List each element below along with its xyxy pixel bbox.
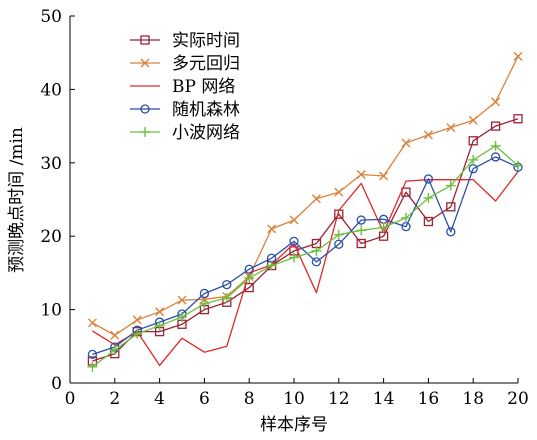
legend-entry: BP 网络 bbox=[130, 77, 235, 97]
data-point bbox=[311, 257, 322, 267]
data-point bbox=[468, 115, 478, 125]
data-point bbox=[222, 279, 232, 290]
data-point bbox=[87, 361, 98, 372]
data-point bbox=[199, 288, 210, 299]
data-point bbox=[490, 152, 501, 162]
y-tick-label: 40 bbox=[40, 80, 62, 100]
data-point bbox=[177, 311, 187, 322]
data-point bbox=[446, 123, 456, 133]
data-point bbox=[221, 292, 232, 303]
legend-marker bbox=[140, 58, 150, 68]
data-point bbox=[333, 229, 344, 240]
data-point bbox=[177, 295, 187, 305]
x-tick-label: 8 bbox=[244, 389, 255, 409]
legend-label: 小波网络 bbox=[172, 123, 240, 143]
x-tick-label: 18 bbox=[462, 389, 484, 409]
legend-entry: 随机森林 bbox=[130, 100, 240, 120]
data-point bbox=[379, 171, 389, 181]
x-tick-label: 14 bbox=[373, 389, 395, 409]
data-point bbox=[266, 260, 277, 271]
data-point bbox=[109, 344, 120, 355]
data-point bbox=[244, 273, 255, 284]
data-point bbox=[132, 315, 142, 325]
data-point bbox=[334, 187, 344, 197]
series-line bbox=[92, 56, 519, 336]
data-point bbox=[423, 130, 433, 140]
data-point bbox=[513, 51, 523, 61]
legend-marker bbox=[140, 127, 150, 137]
series-4 bbox=[87, 152, 523, 360]
data-point bbox=[423, 216, 434, 227]
x-tick-label: 4 bbox=[154, 389, 165, 409]
y-tick-label: 20 bbox=[40, 227, 62, 247]
data-point bbox=[356, 225, 367, 236]
data-point bbox=[490, 140, 501, 151]
data-point bbox=[468, 154, 479, 165]
y-tick-label: 0 bbox=[51, 374, 62, 394]
legend-entry: 小波网络 bbox=[130, 123, 240, 143]
data-point bbox=[289, 236, 299, 246]
series-3 bbox=[92, 171, 519, 367]
data-point bbox=[356, 215, 366, 225]
data-point bbox=[199, 298, 210, 309]
legend-label: 多元回归 bbox=[172, 54, 240, 74]
y-tick-label: 10 bbox=[40, 301, 62, 321]
data-point bbox=[446, 227, 456, 237]
data-point bbox=[87, 349, 98, 360]
data-point bbox=[401, 138, 411, 148]
y-axis-title: 预测晚点时间 /min bbox=[7, 127, 27, 273]
data-point bbox=[446, 202, 456, 212]
data-point bbox=[154, 320, 165, 331]
axes: 0 2 4 6 8 10 12 14 16 18 20 0 10 20 30 40 50 bbox=[40, 7, 528, 409]
legend-entry: 实际时间 bbox=[130, 31, 240, 51]
plot-area bbox=[87, 51, 523, 372]
y-tick-label: 50 bbox=[40, 7, 62, 27]
series-5 bbox=[87, 140, 523, 372]
data-point bbox=[513, 114, 523, 124]
data-point bbox=[289, 215, 299, 225]
data-point bbox=[445, 180, 456, 191]
x-tick-label: 10 bbox=[283, 389, 305, 409]
x-axis-title: 样本序号 bbox=[260, 415, 328, 435]
data-point bbox=[311, 194, 321, 204]
data-point bbox=[110, 330, 120, 340]
x-tick-label: 16 bbox=[418, 389, 440, 409]
legend-label: 随机森林 bbox=[172, 100, 240, 120]
data-point bbox=[334, 239, 344, 249]
legend-marker bbox=[140, 35, 150, 45]
data-point bbox=[513, 160, 523, 171]
data-point bbox=[468, 136, 478, 146]
legend-label: 实际时间 bbox=[172, 31, 240, 51]
legend-marker bbox=[140, 104, 150, 114]
x-tick-label: 0 bbox=[65, 389, 76, 409]
x-tick-label: 12 bbox=[328, 389, 350, 409]
data-point bbox=[267, 224, 277, 234]
data-point bbox=[289, 252, 299, 263]
series-2 bbox=[87, 51, 523, 340]
legend-entry: 多元回归 bbox=[130, 54, 240, 74]
series-line bbox=[92, 171, 519, 367]
y-tick-label: 30 bbox=[40, 154, 62, 174]
data-point bbox=[356, 170, 366, 180]
data-point bbox=[356, 238, 366, 249]
data-point bbox=[401, 187, 411, 197]
data-point bbox=[378, 222, 389, 233]
data-point bbox=[491, 97, 501, 107]
x-tick-label: 6 bbox=[199, 389, 210, 409]
data-point bbox=[311, 245, 322, 256]
data-point bbox=[490, 121, 501, 131]
data-point bbox=[155, 307, 165, 317]
x-tick-label: 20 bbox=[507, 389, 529, 409]
data-point bbox=[423, 174, 434, 184]
data-point bbox=[132, 328, 143, 339]
data-point bbox=[87, 318, 97, 328]
x-tick-label: 2 bbox=[109, 389, 120, 409]
legend-label: BP 网络 bbox=[172, 77, 235, 97]
data-point bbox=[423, 193, 434, 204]
data-point bbox=[401, 212, 411, 223]
series-line bbox=[92, 145, 519, 368]
